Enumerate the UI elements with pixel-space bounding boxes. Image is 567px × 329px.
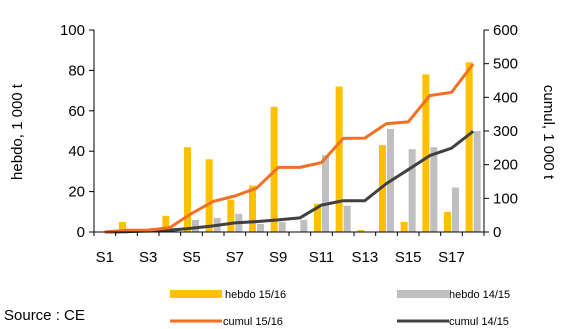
right-tick-label: 200 [493, 157, 518, 174]
bar-hebdo-15-16-S2 [119, 221, 126, 232]
bar-hebdo-15-16-S11 [314, 203, 321, 232]
cumul-lines [104, 63, 475, 234]
left-tick-label: 20 [68, 184, 85, 201]
right-tick-label: 0 [493, 224, 501, 241]
bar-hebdo-15-16-S13 [357, 229, 365, 232]
legend-label-hebdo-14-15: hebdo 14/15 [449, 289, 510, 301]
right-axis-ticks: 0 100 200 300 400 500 600 [484, 22, 518, 241]
bar-hebdo-14-15-S12 [343, 205, 351, 232]
x-axis-ticks: S1 S3 S5 S7 S9 S11 S13 S15 S17 [93, 232, 485, 266]
left-tick-label: 40 [68, 143, 85, 160]
left-tick-label: 80 [68, 62, 85, 79]
legend-label-hebdo-15-16: hebdo 15/16 [225, 289, 286, 301]
bar-hebdo-14-15-S9 [278, 221, 286, 232]
legend-label-cumul-15-16: cumul 15/16 [223, 316, 283, 328]
x-tick-label: S1 [96, 249, 114, 266]
x-tick-label: S17 [438, 249, 465, 266]
source-note: Source : CE [4, 307, 85, 324]
bar-hebdo-15-16-S17 [444, 211, 451, 232]
x-tick-label: S5 [182, 249, 200, 266]
bars-hebdo-15-16 [119, 62, 473, 232]
x-tick-label: S15 [395, 249, 422, 266]
bar-hebdo-15-16-S18 [465, 62, 473, 232]
bar-hebdo-14-15-S10 [300, 219, 308, 232]
x-tick-label: S3 [139, 249, 157, 266]
legend-label-cumul-14-15: cumul 14/15 [449, 316, 509, 328]
left-tick-label: 0 [77, 224, 85, 241]
left-tick-label: 60 [68, 103, 85, 120]
left-axis-ticks: 0 20 40 60 80 100 [60, 22, 94, 241]
right-tick-label: 100 [493, 190, 518, 207]
legend-swatch-hebdo-14-15 [397, 290, 449, 298]
legend-swatch-hebdo-15-16 [170, 290, 222, 298]
right-axis-title: cumul, 1 000 t [540, 85, 557, 180]
bar-hebdo-14-15-S16 [430, 147, 438, 232]
x-tick-label: S11 [309, 249, 335, 266]
right-tick-label: 300 [493, 123, 518, 140]
legend: hebdo 15/16 hebdo 14/15 cumul 15/16 cumu… [170, 289, 510, 328]
bar-hebdo-15-16-S7 [227, 199, 235, 232]
x-tick-label: S13 [351, 249, 378, 266]
left-tick-label: 100 [60, 22, 85, 39]
bar-hebdo-15-16-S16 [422, 74, 430, 232]
right-tick-label: 400 [493, 89, 518, 106]
right-tick-label: 600 [493, 22, 518, 39]
bar-hebdo-15-16-S5 [184, 147, 191, 232]
bar-hebdo-14-15-S17 [452, 187, 459, 232]
line-cumul-15-16 [104, 63, 475, 234]
bar-hebdo-14-15-S8 [257, 223, 264, 232]
right-tick-label: 500 [493, 56, 518, 73]
x-tick-label: S7 [226, 249, 244, 266]
bar-hebdo-14-15-S5 [192, 219, 199, 232]
x-tick-label: S9 [269, 249, 287, 266]
bar-hebdo-14-15-S11 [322, 155, 329, 232]
bar-hebdo-15-16-S4 [162, 215, 170, 232]
bar-hebdo-15-16-S8 [249, 185, 256, 232]
bar-hebdo-15-16-S15 [400, 221, 408, 232]
line-cumul-14-15 [104, 130, 475, 234]
left-axis-title: hebdo, 1 000 t [9, 83, 26, 180]
bar-hebdo-14-15-S15 [408, 149, 416, 232]
bar-hebdo-14-15-S18 [473, 131, 481, 232]
bar-hebdo-15-16-S12 [335, 86, 343, 232]
bar-hebdo-15-16-S6 [205, 159, 213, 232]
